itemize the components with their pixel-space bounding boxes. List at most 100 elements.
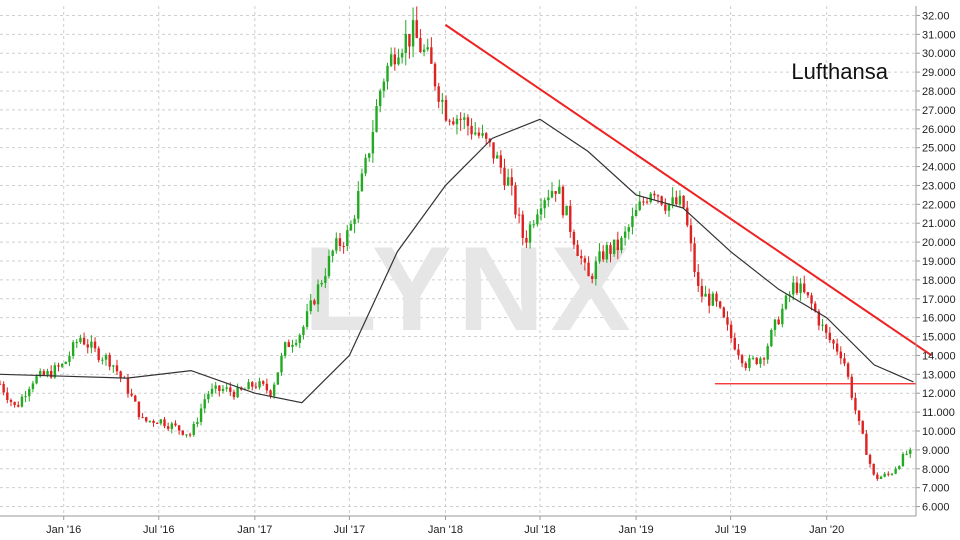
candle-body (236, 387, 239, 398)
candle-body (327, 255, 331, 277)
candle-body (24, 396, 27, 398)
candle-body (346, 230, 349, 247)
candle-body (792, 282, 795, 295)
candle-body (726, 317, 729, 325)
candle-body (422, 49, 426, 53)
y-tick-label: 15.000 (922, 332, 956, 344)
y-tick-label: 9.000 (922, 445, 950, 457)
candle-body (49, 370, 53, 378)
candle-body (20, 396, 24, 407)
y-tick-label: 6.000 (922, 502, 950, 514)
candle-body (689, 225, 693, 244)
candle-body (210, 388, 214, 394)
candle-body (474, 132, 477, 135)
candle-body (466, 117, 470, 126)
candle-body (192, 423, 195, 435)
candle-body (174, 423, 177, 426)
y-tick-label: 11.000 (922, 407, 955, 419)
candle-body (60, 363, 64, 367)
candle-body (729, 324, 733, 338)
candle-body (803, 283, 806, 293)
axis-layer: 6.000 7.000 8.000 9.000 10.000 11.000 12.000 13… (46, 10, 956, 536)
candle-body (126, 378, 130, 394)
candle-body (115, 365, 119, 372)
candle-body (79, 337, 82, 343)
candle-body (199, 408, 203, 422)
candle-body (905, 453, 908, 455)
candle-body (876, 474, 879, 479)
candle-body (64, 361, 68, 364)
watermark: LYNX (303, 222, 636, 356)
y-tick-label: 13.000 (922, 369, 956, 381)
candle-body (324, 276, 327, 283)
candle-body (309, 300, 312, 312)
candle-body (349, 224, 353, 231)
x-tick-label: Jan '16 (46, 524, 81, 536)
candle-body (283, 342, 287, 356)
candle-body (828, 332, 832, 341)
candle-body (258, 381, 261, 388)
candle-body (514, 185, 517, 215)
candle-body (42, 371, 46, 376)
candle-body (455, 118, 459, 125)
candle-body (547, 197, 550, 201)
candle-body (335, 238, 338, 251)
candle-body (525, 237, 528, 243)
y-tick-label: 25.000 (922, 143, 956, 155)
candle-body (569, 205, 572, 232)
candle-body (506, 177, 510, 186)
candle-body (656, 195, 660, 197)
candle-body (181, 430, 184, 435)
candle-body (145, 417, 148, 422)
y-tick-label: 7.000 (922, 483, 950, 495)
candle-body (616, 239, 620, 251)
candle-body (214, 385, 217, 389)
candle-body (444, 99, 448, 121)
candle-body (528, 224, 532, 243)
candle-body (664, 204, 667, 211)
candle-body (262, 381, 265, 384)
x-tick-label: Jul '16 (143, 524, 174, 536)
x-tick-label: Jan '20 (809, 524, 844, 536)
candle-body (748, 358, 751, 368)
candle-body (898, 466, 901, 469)
candle-body (393, 54, 397, 65)
candle-body (152, 420, 155, 423)
candle-body (207, 393, 210, 400)
candle-body (824, 324, 828, 333)
candle-body (218, 385, 221, 391)
candle-body (697, 271, 700, 287)
candle-body (229, 387, 232, 392)
candle-body (634, 209, 638, 217)
candle-body (437, 86, 440, 102)
candle-body (86, 344, 89, 348)
candle-body (591, 276, 594, 280)
candle-body (477, 132, 481, 136)
candle-body (558, 186, 561, 194)
candle-body (492, 142, 495, 159)
candle-body (75, 342, 78, 344)
candle-body (495, 155, 499, 159)
y-tick-label: 17.000 (922, 294, 956, 306)
candle-body (835, 343, 839, 352)
candle-body (887, 473, 890, 475)
candle-body (452, 121, 455, 125)
candle-body (148, 420, 152, 422)
candle-body (499, 155, 503, 168)
candle-body (470, 125, 473, 135)
candle-body (678, 195, 682, 205)
candle-body (305, 311, 309, 327)
candle-body (795, 282, 799, 293)
candle-body (247, 382, 250, 390)
y-tick-label: 18.000 (922, 275, 956, 287)
candle-body (839, 351, 842, 359)
candle-body (766, 346, 769, 360)
chart-title: Lufthansa (791, 59, 888, 84)
candle-body (532, 224, 535, 226)
candle-body (550, 191, 554, 198)
candle-body (141, 417, 144, 419)
candle-body (272, 384, 276, 396)
candle-body (269, 390, 272, 396)
candle-body (298, 335, 301, 343)
